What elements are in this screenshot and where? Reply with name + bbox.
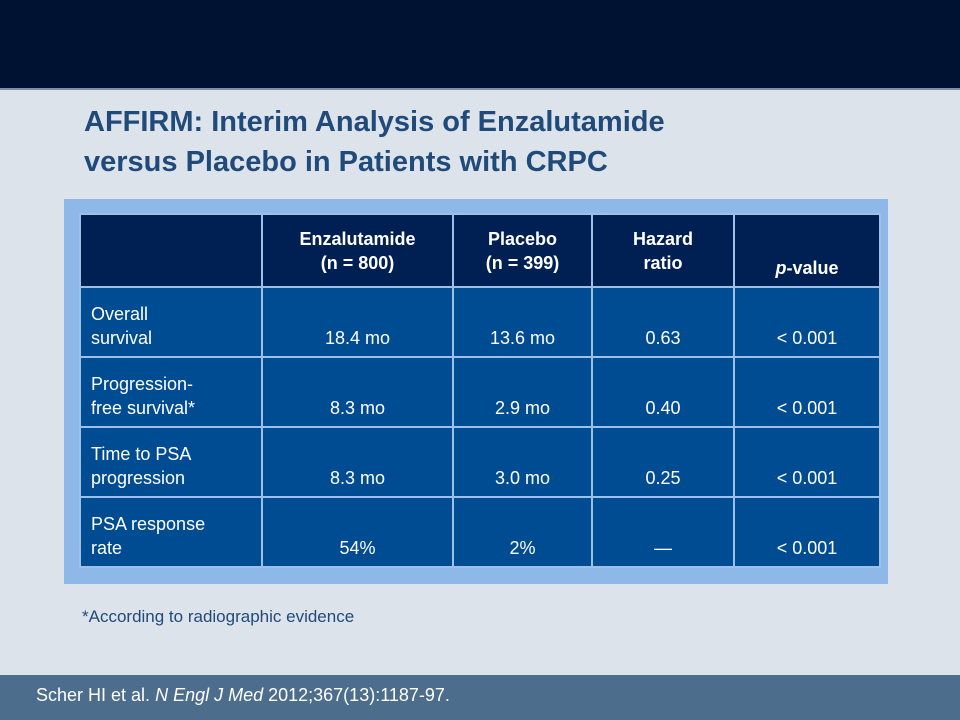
slide-title-line-2: versus Placebo in Patients with CRPC xyxy=(84,146,608,178)
header-hazard-ratio: Hazard ratio xyxy=(591,213,735,288)
row-label-line-2: free survival* xyxy=(91,398,196,418)
table-row: Time to PSA progression 8.3 mo 3.0 mo 0.… xyxy=(79,426,881,498)
row-label: PSA response rate xyxy=(79,496,263,568)
slide-title-line-1: AFFIRM: Interim Analysis of Enzalutamide xyxy=(84,106,665,138)
cell-placebo: 13.6 mo xyxy=(452,286,593,358)
row-label: Time to PSA progression xyxy=(79,426,263,498)
citation: Scher HI et al. N Engl J Med 2012;367(13… xyxy=(36,685,450,706)
cell-hazard-ratio: 0.63 xyxy=(591,286,735,358)
table-header-row: Enzalutamide (n = 800) Placebo (n = 399)… xyxy=(79,213,881,288)
table-row: Progression- free survival* 8.3 mo 2.9 m… xyxy=(79,356,881,428)
cell-placebo: 2% xyxy=(452,496,593,568)
row-label-line-2: progression xyxy=(91,468,186,488)
cell-enzalutamide: 54% xyxy=(261,496,454,568)
cell-hazard-ratio: 0.40 xyxy=(591,356,735,428)
header-p-rest: -value xyxy=(786,258,839,278)
header-placebo: Placebo (n = 399) xyxy=(452,213,593,288)
row-label: Overall survival xyxy=(79,286,263,358)
results-table: Enzalutamide (n = 800) Placebo (n = 399)… xyxy=(79,213,881,568)
cell-placebo: 2.9 mo xyxy=(452,356,593,428)
row-label-line-1: Overall xyxy=(91,304,149,324)
header-placebo-name: Placebo xyxy=(487,228,558,249)
header-p-value: p-value xyxy=(733,213,881,288)
cell-p-value: < 0.001 xyxy=(733,496,881,568)
table-row: Overall survival 18.4 mo 13.6 mo 0.63 < … xyxy=(79,286,881,358)
cell-enzalutamide: 8.3 mo xyxy=(261,426,454,498)
row-label-line-1: Progression- xyxy=(91,374,194,394)
cell-p-value: < 0.001 xyxy=(733,286,881,358)
cell-enzalutamide: 18.4 mo xyxy=(261,286,454,358)
header-enzalutamide: Enzalutamide (n = 800) xyxy=(261,213,454,288)
header-divider xyxy=(0,88,960,90)
header-empty-cell xyxy=(79,213,263,288)
header-hazard-ratio-line-1: Hazard xyxy=(632,228,694,249)
cell-placebo: 3.0 mo xyxy=(452,426,593,498)
row-label-line-1: Time to PSA xyxy=(91,444,192,464)
cell-enzalutamide: 8.3 mo xyxy=(261,356,454,428)
row-label-line-1: PSA response xyxy=(91,514,206,534)
row-label: Progression- free survival* xyxy=(79,356,263,428)
slide-title: AFFIRM: Interim Analysis of Enzalutamide… xyxy=(84,102,904,182)
citation-authors: Scher HI et al. xyxy=(36,685,156,705)
header-hazard-ratio-line-2: ratio xyxy=(643,252,683,273)
cell-hazard-ratio: — xyxy=(591,496,735,568)
header-enzalutamide-n: (n = 800) xyxy=(320,252,395,273)
table-row: PSA response rate 54% 2% — < 0.001 xyxy=(79,496,881,568)
header-p-italic: p xyxy=(775,258,787,278)
footnote: *According to radiographic evidence xyxy=(82,607,355,626)
citation-details: 2012;367(13):1187-97. xyxy=(263,685,450,705)
citation-journal: N Engl J Med xyxy=(155,685,264,705)
footer-bar xyxy=(0,675,960,720)
header-placebo-n: (n = 399) xyxy=(485,252,560,273)
cell-hazard-ratio: 0.25 xyxy=(591,426,735,498)
header-bar xyxy=(0,0,960,88)
row-label-line-2: survival xyxy=(91,328,153,348)
row-label-line-2: rate xyxy=(91,538,123,558)
header-enzalutamide-name: Enzalutamide xyxy=(299,228,416,249)
cell-p-value: < 0.001 xyxy=(733,356,881,428)
cell-p-value: < 0.001 xyxy=(733,426,881,498)
